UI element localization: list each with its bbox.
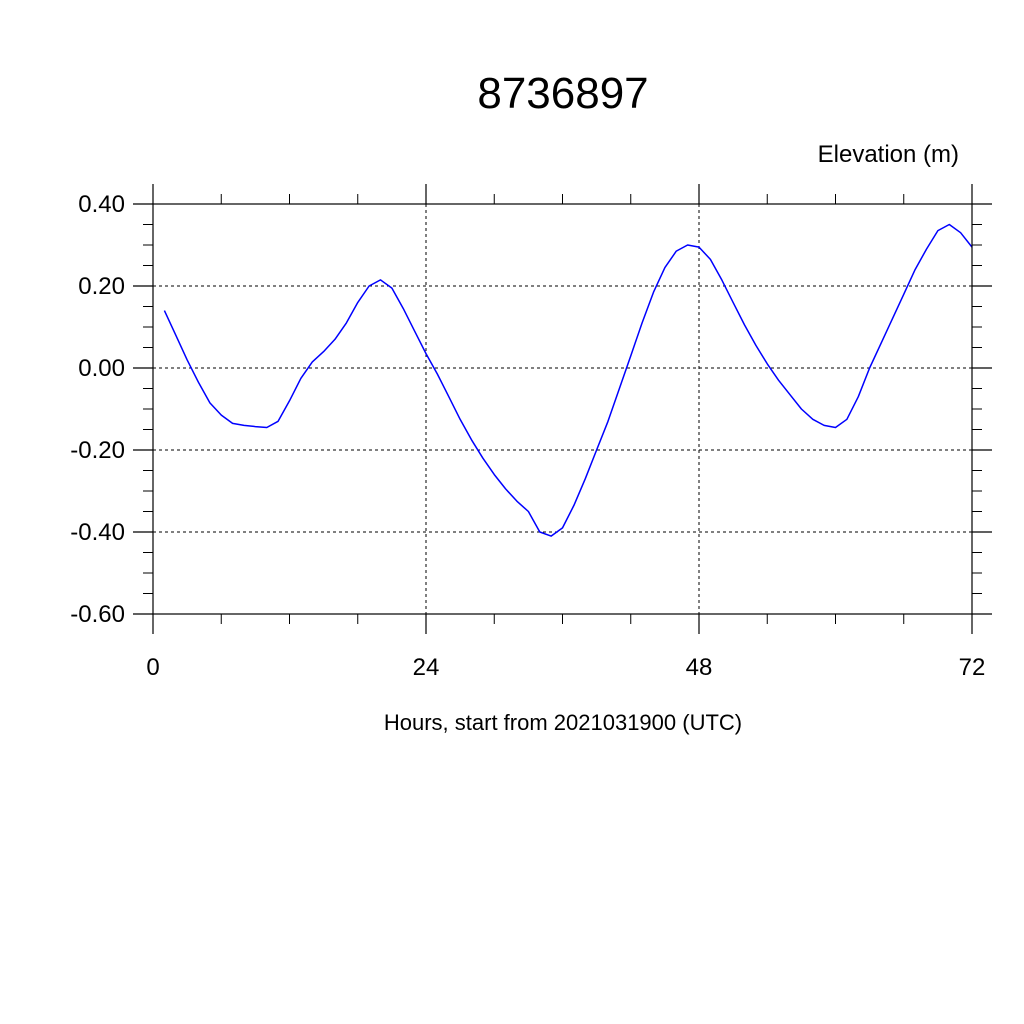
x-tick-label: 0 bbox=[146, 654, 159, 681]
series-layer bbox=[163, 223, 973, 537]
y-axis-label: Elevation (m) bbox=[818, 141, 959, 168]
y-tick-label: -0.60 bbox=[70, 601, 125, 628]
tick-labels: 0.40 0.20 0.00 -0.20 -0.40 -0.60 0 24 48 72 bbox=[70, 191, 985, 681]
y-tick-label: -0.20 bbox=[70, 437, 125, 464]
plot-frame bbox=[152, 203, 973, 615]
x-tick-label: 24 bbox=[413, 654, 440, 681]
y-tick-label: 0.40 bbox=[78, 191, 125, 218]
y-tick-label: 0.20 bbox=[78, 273, 125, 300]
y-tick-label: -0.40 bbox=[70, 519, 125, 546]
y-tick-label: 0.00 bbox=[78, 355, 125, 382]
chart-title: 8736897 bbox=[477, 69, 648, 118]
x-tick-label: 48 bbox=[686, 654, 713, 681]
axis-ticks bbox=[133, 184, 992, 634]
x-tick-label: 72 bbox=[959, 654, 986, 681]
series-line bbox=[163, 223, 973, 537]
x-axis-label: Hours, start from 2021031900 (UTC) bbox=[384, 710, 742, 735]
